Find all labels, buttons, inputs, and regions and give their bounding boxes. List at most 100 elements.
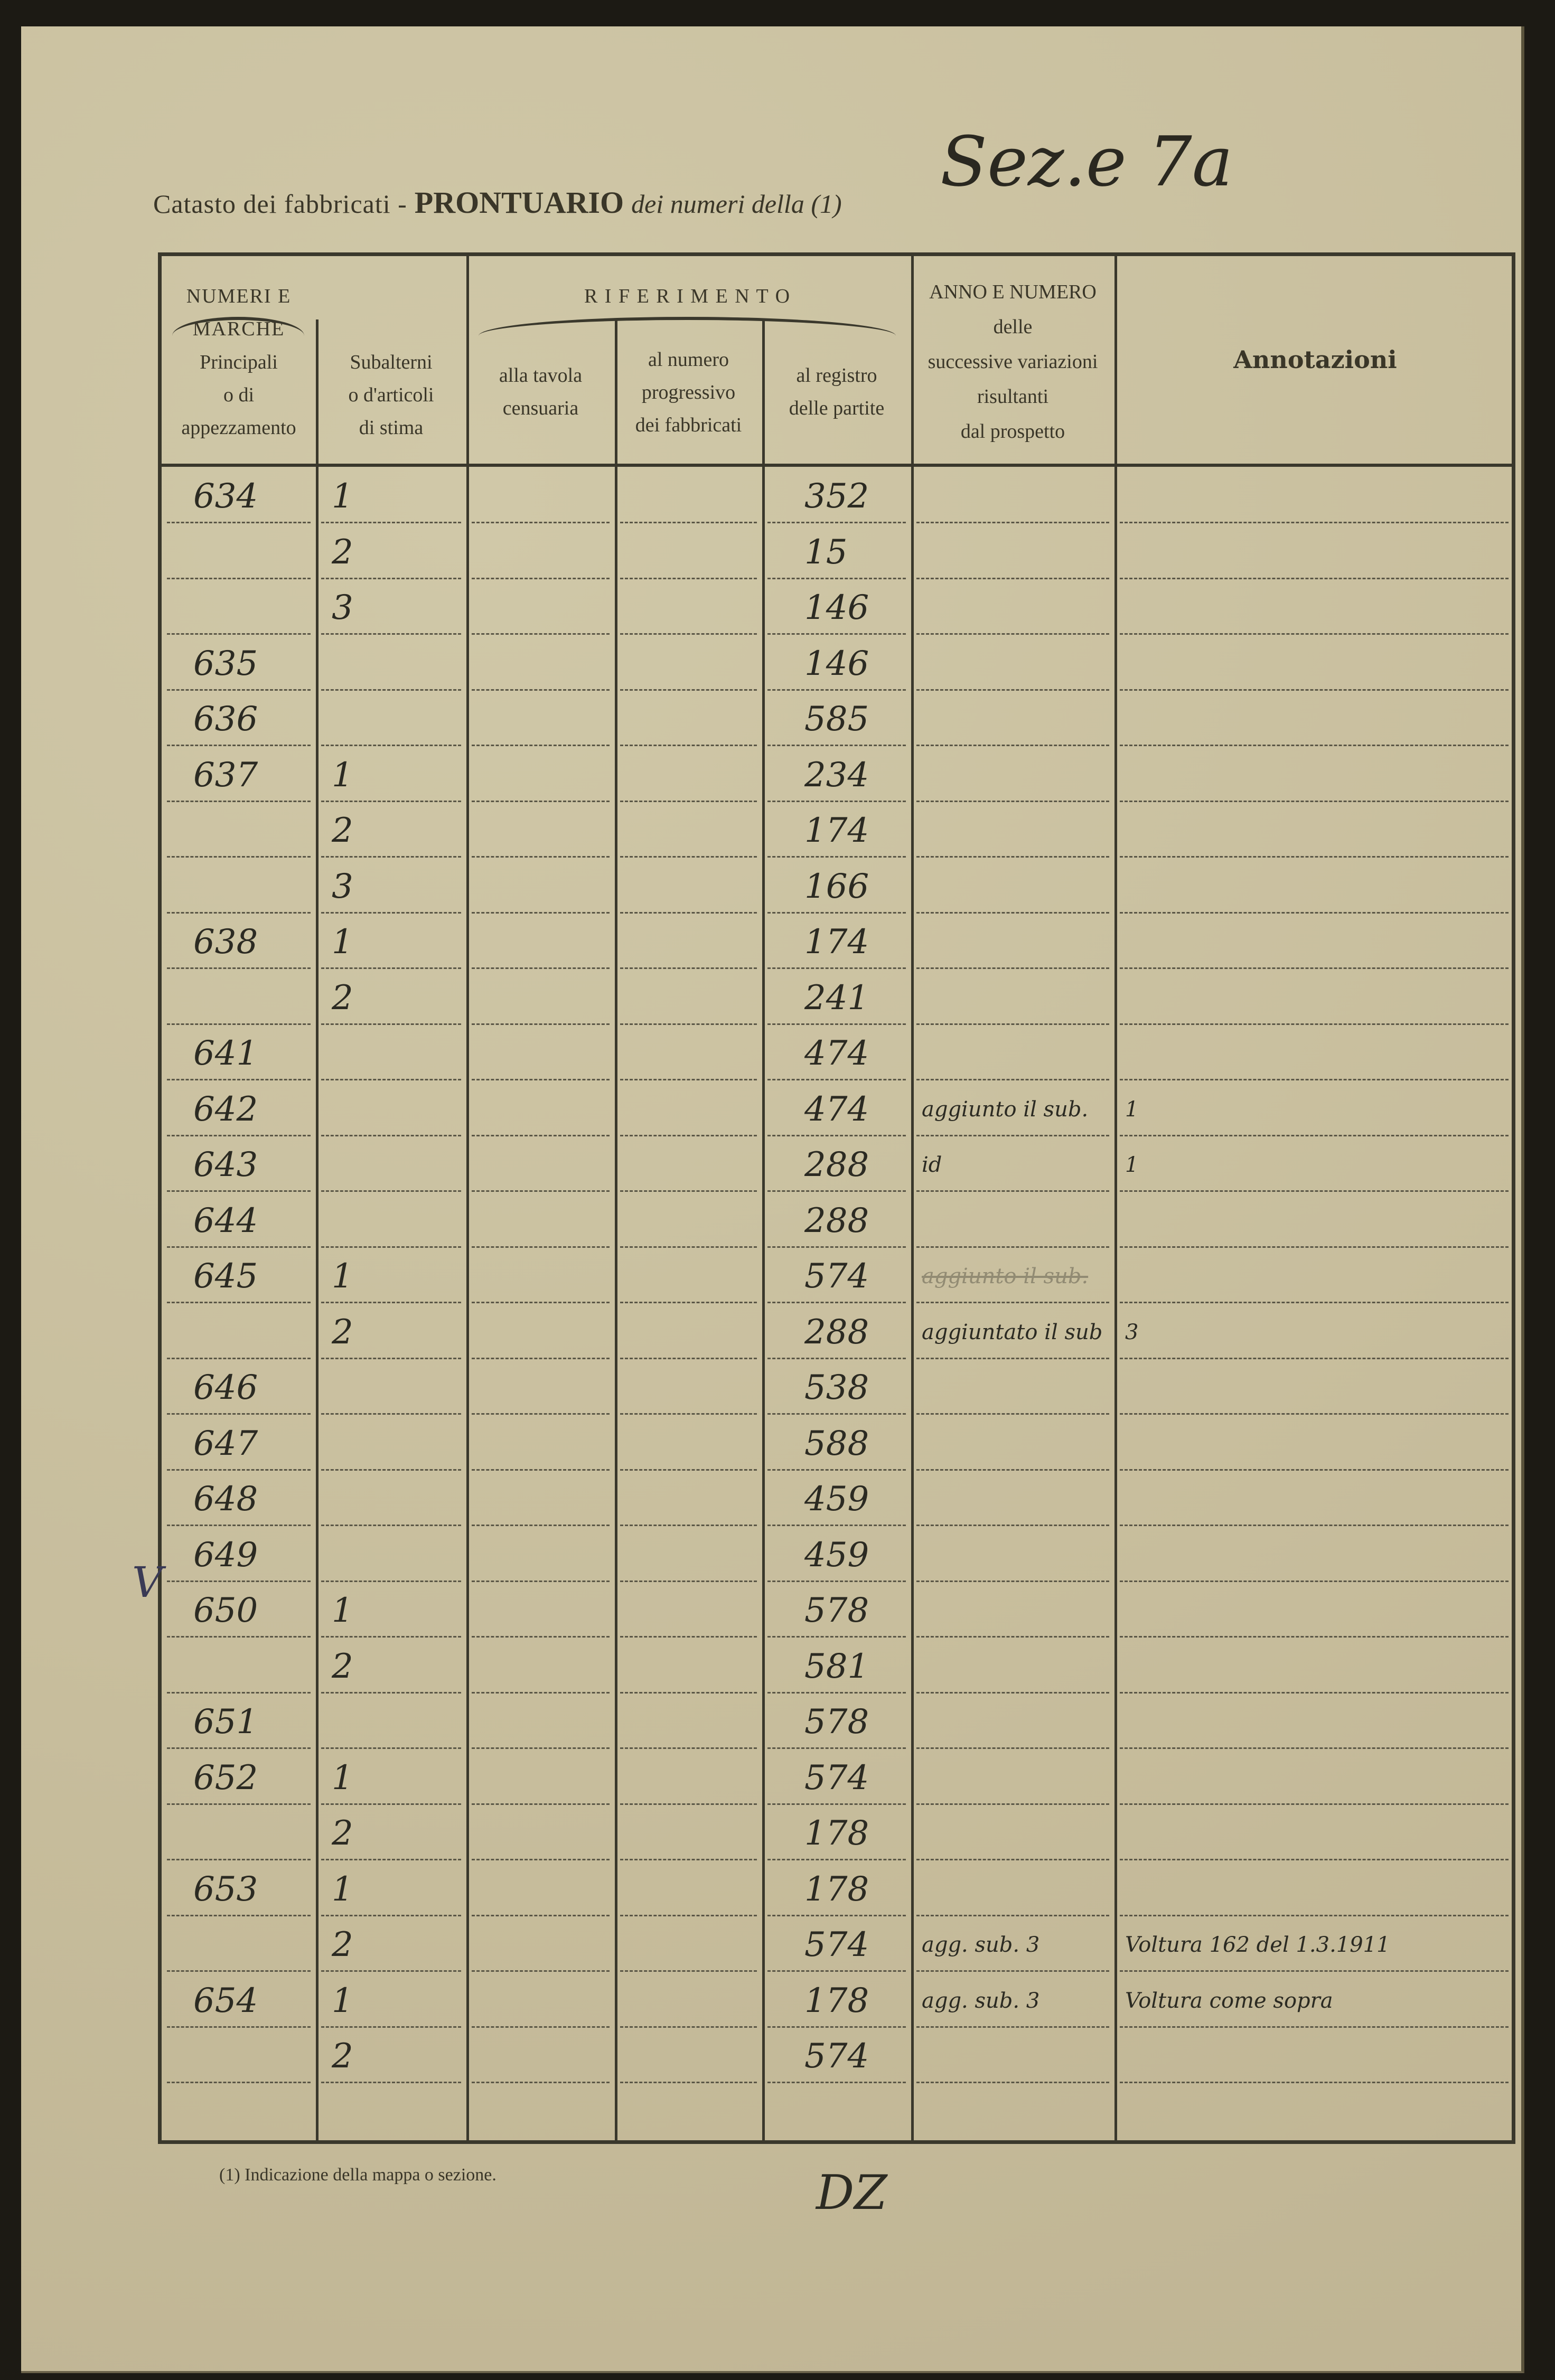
row-rule [1120, 1859, 1509, 1860]
row-rule [1120, 1190, 1509, 1192]
cell-sub [332, 1473, 466, 1528]
row-rule [321, 1803, 461, 1805]
cell-sub: 2 [332, 811, 353, 850]
cell-principale: 645 [193, 1257, 258, 1296]
row-rule [1120, 2026, 1509, 2028]
row-rule [472, 1970, 610, 1972]
row-rule [767, 1469, 906, 1471]
row-rule [472, 1190, 610, 1192]
row-rule [167, 1747, 311, 1749]
row-rule [916, 1525, 1109, 1526]
row-rule [321, 856, 461, 858]
row-rule [321, 1691, 461, 1694]
header-divider [162, 464, 1512, 467]
table-row: 634 1 352 [162, 470, 1514, 525]
table-row: 2 15 [162, 526, 1514, 581]
cell-partita: 538 [804, 1368, 869, 1407]
row-rule [167, 1023, 311, 1025]
row-rule [167, 1357, 311, 1359]
row-rule [472, 1580, 610, 1582]
row-rule [472, 2026, 610, 2028]
cell-sub: 1 [332, 755, 353, 795]
cell-partita: 241 [804, 978, 869, 1018]
table-row: 645 1 574 aggiunto il sub. [162, 1250, 1514, 1305]
row-rule [167, 1413, 311, 1415]
table-row: 649 459 [162, 1529, 1514, 1584]
cell-variazioni [922, 2030, 1114, 2085]
brace [172, 317, 304, 336]
cell-variazioni: aggiuntato il sub [922, 1320, 1103, 1344]
column-line [615, 319, 617, 2140]
cell-variazioni [922, 1807, 1114, 1862]
cell-principale [193, 2030, 316, 2085]
row-rule [620, 1079, 757, 1080]
label: Subalterni [350, 351, 433, 373]
row-rule [620, 1970, 757, 1972]
row-rule [167, 1525, 311, 1526]
cell-sub [332, 693, 466, 748]
cell-annotazioni: 1 [1125, 1153, 1139, 1177]
row-rule [321, 522, 461, 523]
row-rule [620, 1469, 757, 1471]
row-rule [321, 1525, 461, 1526]
column-line [1114, 256, 1117, 2140]
column-line [762, 319, 765, 2140]
column-line [911, 256, 914, 2140]
header-numero-progressivo: al numero progressivo dei fabbricati [615, 343, 762, 441]
row-rule [767, 1970, 906, 1972]
row-rule [1120, 1580, 1509, 1582]
row-rule [167, 1859, 311, 1860]
row-rule [916, 1357, 1109, 1359]
cell-partita: 288 [804, 1145, 869, 1184]
bottom-mark: DZ [816, 2165, 887, 2221]
cell-partita: 585 [804, 700, 869, 739]
row-rule [472, 1134, 610, 1136]
row-rule [167, 1302, 311, 1303]
cell-principale: 635 [193, 644, 258, 683]
row-rule [916, 800, 1109, 802]
cell-sub [332, 1417, 466, 1473]
cell-variazioni [922, 1752, 1114, 1807]
cell-sub: 2 [332, 2037, 353, 2076]
title-prefix: Catasto dei fabbricati - [153, 189, 407, 219]
cell-partita: 588 [804, 1424, 869, 1463]
cell-partita: 574 [804, 2037, 869, 2076]
cell-annotazioni [1125, 1640, 1516, 1696]
row-rule [767, 2026, 906, 2028]
label: dei fabbricati [635, 414, 742, 436]
label: dal prospetto [960, 420, 1065, 443]
row-rule [1120, 1357, 1509, 1359]
row-rule [916, 1190, 1109, 1192]
cell-annotazioni: 3 [1125, 1320, 1139, 1344]
cell-variazioni [922, 1529, 1114, 1584]
cell-sub [332, 1696, 466, 1751]
row-rule [167, 2026, 311, 2028]
row-rule [1120, 1023, 1509, 1025]
cell-principale: 642 [193, 1089, 258, 1129]
cell-partita: 352 [804, 477, 869, 516]
row-rule [1120, 577, 1509, 579]
cell-annotazioni [1125, 2030, 1516, 2085]
cell-partita: 578 [804, 1591, 869, 1630]
row-rule [167, 577, 311, 579]
cell-sub: 1 [332, 923, 353, 962]
row-rule [620, 1134, 757, 1136]
row-rule [620, 745, 757, 746]
row-rule [620, 1691, 757, 1694]
row-rule [167, 1246, 311, 1248]
row-rule [767, 577, 906, 579]
row-rule [620, 1246, 757, 1248]
row-rule [767, 1914, 906, 1916]
cell-variazioni [922, 1194, 1114, 1250]
row-rule [620, 1636, 757, 1638]
row-rule [620, 1190, 757, 1192]
row-rule [1120, 800, 1509, 802]
row-rule [321, 689, 461, 691]
label: delle partite [789, 397, 885, 419]
row-rule [1120, 1914, 1509, 1916]
row-rule [1120, 689, 1509, 691]
row-rule [620, 577, 757, 579]
row-rule [472, 856, 610, 858]
cell-principale: 650 [193, 1591, 258, 1630]
cell-sub [332, 1529, 466, 1584]
